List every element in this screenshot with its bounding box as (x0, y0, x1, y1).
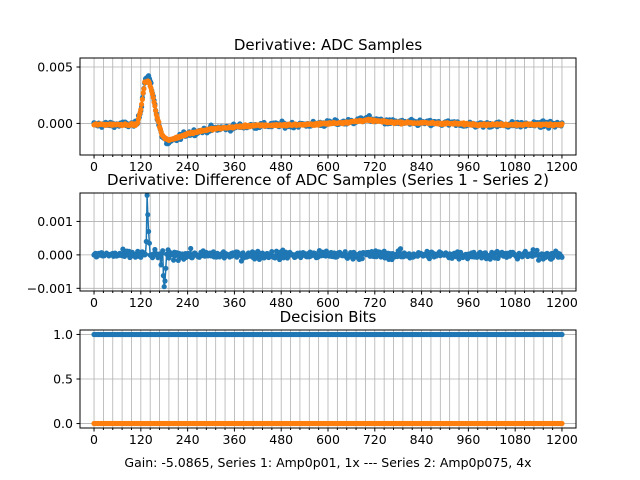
x-tick-label: 960 (456, 432, 480, 447)
x-tick-label: 120 (129, 295, 153, 310)
grid (80, 58, 576, 155)
data-point (171, 257, 177, 263)
grid (80, 193, 576, 291)
data-point (534, 247, 540, 253)
data-point (146, 240, 152, 246)
series-series-2 (91, 78, 565, 143)
data-point (153, 108, 159, 114)
x-tick-label: 480 (269, 159, 293, 174)
x-tick-label: 240 (176, 159, 200, 174)
x-tick-label: 960 (456, 295, 480, 310)
x-tick-label: 360 (222, 295, 246, 310)
chart-title: Decision Bits (280, 308, 377, 326)
data-point (160, 273, 166, 279)
data-point (536, 257, 542, 263)
x-tick-label: 960 (456, 159, 480, 174)
x-tick-label: 360 (222, 159, 246, 174)
y-tick-label: 0.5 (53, 372, 73, 387)
data-point (277, 256, 283, 263)
y-tick-label: 0.001 (37, 214, 73, 229)
data-point (160, 248, 166, 254)
difference-panel: 0 120 240 360 480 600 720 840 960 1080 1200 −0.001 0… (27, 171, 578, 310)
data-point (426, 256, 432, 262)
data-point (141, 86, 147, 92)
x-tick-label: 840 (410, 295, 434, 310)
data-point (559, 331, 565, 338)
x-tick-label: 1080 (499, 159, 531, 174)
plot-area (91, 193, 565, 290)
series-series-1 (91, 331, 565, 338)
data-point (138, 106, 144, 113)
data-point (152, 246, 158, 253)
data-point (158, 262, 164, 268)
x-tick-label: 840 (410, 159, 434, 174)
y-tick-label: 1.0 (53, 327, 73, 342)
adc-samples-panel: 0 120 240 360 480 600 720 840 960 1080 1200 0.000 0.… (37, 36, 578, 174)
data-point (145, 212, 151, 218)
x-tick-label: 1200 (546, 432, 578, 447)
grid (80, 330, 576, 428)
y-tick-label: 0.005 (37, 60, 73, 75)
data-point (188, 245, 194, 252)
x-tick-label: 0 (90, 159, 98, 174)
x-axis-label: Gain: -5.0865, Series 1: Amp0p01, 1x ---… (124, 455, 531, 470)
data-point (144, 193, 150, 198)
series-difference (91, 193, 565, 290)
x-tick-label: 1200 (546, 159, 578, 174)
data-point (269, 249, 275, 255)
data-point (150, 95, 156, 101)
x-tick-label: 600 (316, 432, 340, 447)
x-tick-label: 600 (316, 159, 340, 174)
x-tick-label: 0 (90, 295, 98, 310)
x-tick-label: 720 (363, 432, 387, 447)
data-point (559, 121, 565, 127)
data-point (146, 228, 152, 235)
data-point (142, 251, 149, 257)
decision-bits-panel: 0 120 240 360 480 600 720 840 960 1080 1200 0.0 0.5 1… (53, 308, 578, 470)
x-tick-label: 120 (129, 159, 153, 174)
data-point (152, 103, 158, 109)
data-point (139, 96, 145, 102)
data-point (559, 254, 565, 260)
y-tick-label: 0.000 (37, 247, 73, 262)
data-point (162, 278, 168, 284)
chart-title: Derivative: Difference of ADC Samples (S… (107, 171, 549, 189)
data-point (161, 284, 167, 290)
data-point (530, 247, 536, 253)
data-point (163, 265, 169, 271)
data-point (559, 420, 565, 427)
chart-title: Derivative: ADC Samples (234, 36, 422, 54)
x-tick-label: 360 (222, 432, 246, 447)
x-tick-label: 1200 (546, 295, 578, 310)
x-tick-label: 240 (176, 432, 200, 447)
x-tick-label: 120 (129, 432, 153, 447)
y-tick-label: 0.0 (53, 416, 73, 431)
plot-area (91, 73, 565, 147)
plot-area (91, 331, 565, 427)
data-point (156, 119, 162, 125)
y-tick-label: 0.000 (37, 116, 73, 131)
x-tick-label: 720 (363, 295, 387, 310)
y-tick-label: −0.001 (27, 281, 73, 296)
x-tick-label: 1080 (499, 432, 531, 447)
x-tick-label: 0 (90, 432, 98, 447)
series-series-2 (91, 420, 565, 427)
x-tick-label: 240 (176, 295, 200, 310)
x-tick-label: 720 (363, 159, 387, 174)
data-point (397, 246, 404, 252)
x-tick-label: 480 (269, 432, 293, 447)
x-tick-label: 480 (269, 295, 293, 310)
data-point (139, 101, 145, 107)
data-point (120, 246, 126, 252)
data-point (359, 255, 365, 262)
x-tick-label: 840 (410, 432, 434, 447)
x-tick-label: 1080 (499, 295, 531, 310)
x-tick-label: 600 (316, 295, 340, 310)
data-point (140, 90, 146, 96)
